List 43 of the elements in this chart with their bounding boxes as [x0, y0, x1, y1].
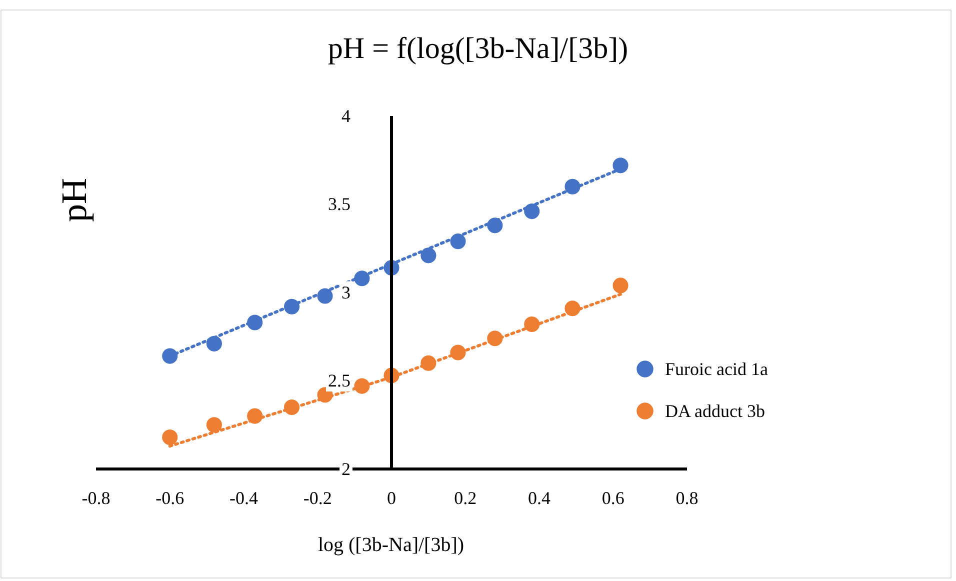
x-tick-label: 0.4 — [528, 488, 550, 508]
x-tick-label: -0.2 — [303, 488, 332, 508]
point — [284, 298, 300, 314]
point — [162, 429, 178, 445]
x-axis-title: log ([3b-Na]/[3b]) — [318, 534, 464, 556]
point — [162, 348, 178, 364]
y-tick-label: 2 — [342, 458, 350, 479]
point — [450, 234, 466, 250]
point — [206, 336, 222, 352]
point — [284, 399, 300, 415]
x-tick-label: -0.8 — [82, 488, 110, 508]
point — [354, 270, 370, 286]
point — [487, 330, 503, 346]
point — [564, 300, 580, 316]
x-tick-label: 0.6 — [602, 488, 624, 508]
legend-label: DA adduct 3b — [665, 401, 765, 421]
x-tick-label: 0.8 — [676, 488, 698, 508]
point — [612, 278, 628, 294]
point — [317, 387, 333, 403]
point — [450, 344, 466, 360]
x-tick-label: 0 — [387, 488, 396, 508]
point — [564, 178, 580, 194]
point — [487, 218, 503, 234]
point — [524, 316, 540, 332]
point — [420, 355, 436, 371]
y-tick-label: 4 — [342, 106, 350, 126]
point — [612, 158, 628, 174]
y-tick-label: 3.5 — [328, 194, 350, 214]
legend-label: Furoic acid 1a — [665, 359, 768, 379]
chart-title: pH = f(log([3b-Na]/[3b]) — [328, 32, 628, 65]
y-axis-title: pH — [54, 178, 94, 222]
point — [247, 408, 263, 424]
y-tick-label: 2.5 — [328, 370, 350, 391]
point — [317, 288, 333, 304]
x-tick-label: 0.2 — [454, 488, 477, 508]
point — [524, 204, 540, 220]
point — [247, 314, 263, 330]
point — [420, 248, 436, 264]
x-tick-label: -0.4 — [230, 488, 258, 508]
point — [206, 417, 222, 433]
y-tick-label: 3 — [342, 282, 350, 302]
x-tick-label: -0.6 — [156, 488, 184, 508]
point — [354, 378, 370, 394]
